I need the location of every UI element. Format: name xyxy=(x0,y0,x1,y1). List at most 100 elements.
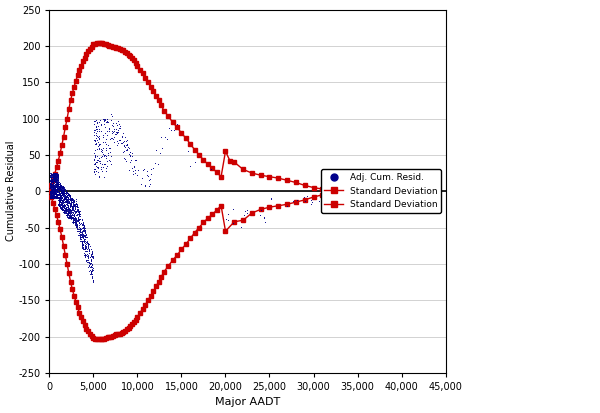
Point xyxy=(58,200,67,207)
Point xyxy=(53,172,63,179)
Point xyxy=(56,193,65,199)
Point xyxy=(59,185,68,191)
Point xyxy=(94,173,104,180)
Point xyxy=(73,212,82,219)
Point xyxy=(74,216,83,222)
Point xyxy=(49,194,59,201)
Point xyxy=(56,186,65,192)
Point xyxy=(47,178,56,185)
Point xyxy=(82,234,91,240)
Point xyxy=(57,191,67,197)
Point xyxy=(72,204,82,210)
Point xyxy=(52,189,61,195)
Point xyxy=(50,176,60,183)
Point xyxy=(68,209,78,215)
Point xyxy=(173,121,182,128)
Point xyxy=(70,216,80,223)
Point xyxy=(55,200,64,206)
Point xyxy=(54,203,64,209)
Point xyxy=(58,189,68,195)
Point xyxy=(47,172,56,178)
Point xyxy=(62,189,71,195)
Point xyxy=(98,116,107,122)
Point xyxy=(75,215,85,222)
Point xyxy=(110,126,119,133)
Point xyxy=(54,190,64,196)
Point xyxy=(75,234,85,240)
Point xyxy=(56,206,66,212)
Point xyxy=(49,186,58,192)
Point xyxy=(90,160,100,167)
Point xyxy=(54,197,64,204)
Point xyxy=(57,187,67,194)
Point xyxy=(49,190,59,197)
Point xyxy=(67,211,76,218)
Point xyxy=(91,134,101,141)
Point xyxy=(52,189,62,195)
Point xyxy=(134,166,143,173)
Point xyxy=(48,178,58,184)
Point xyxy=(49,180,58,186)
Point xyxy=(53,193,62,200)
Point xyxy=(47,190,56,196)
Point xyxy=(86,254,95,260)
Point xyxy=(46,182,55,188)
Point xyxy=(61,205,71,211)
Point xyxy=(49,173,59,180)
Point xyxy=(64,191,73,198)
Point xyxy=(65,208,75,215)
Point xyxy=(292,196,301,203)
Point xyxy=(47,187,57,193)
Point xyxy=(46,170,56,177)
Point xyxy=(118,139,128,145)
Point xyxy=(101,168,111,174)
Point xyxy=(62,212,72,218)
Point xyxy=(70,206,80,212)
Point xyxy=(60,194,70,200)
Point xyxy=(46,194,55,201)
Point xyxy=(52,195,61,202)
Point xyxy=(55,197,64,204)
Point xyxy=(74,228,84,235)
Point xyxy=(45,182,55,189)
Point xyxy=(48,194,58,200)
Point xyxy=(77,230,87,237)
Point xyxy=(74,209,83,216)
Point xyxy=(62,206,71,212)
Point xyxy=(71,208,80,214)
Point xyxy=(56,184,65,191)
Point xyxy=(69,213,79,220)
Point xyxy=(51,178,61,185)
Point xyxy=(47,187,56,193)
Point xyxy=(94,164,103,171)
Point xyxy=(89,167,99,174)
Point xyxy=(91,123,101,130)
Point xyxy=(58,184,67,191)
Point xyxy=(62,211,71,218)
Point xyxy=(46,171,56,177)
Point xyxy=(75,211,85,218)
Point xyxy=(101,147,111,154)
Point xyxy=(54,186,64,193)
Point xyxy=(50,187,60,193)
Point xyxy=(53,172,62,178)
Point xyxy=(59,203,68,209)
Point xyxy=(71,219,81,226)
Point xyxy=(49,192,58,199)
Point xyxy=(78,244,88,251)
Point xyxy=(62,190,72,197)
Point xyxy=(56,181,65,188)
Point xyxy=(46,178,56,185)
Point xyxy=(62,193,72,200)
Point xyxy=(55,187,64,193)
Point xyxy=(112,130,121,137)
Point xyxy=(56,202,66,209)
Point xyxy=(62,191,71,198)
Point xyxy=(86,270,96,276)
Point xyxy=(82,248,92,254)
Point xyxy=(55,194,65,201)
Point xyxy=(73,201,82,208)
Point xyxy=(65,203,74,210)
Point xyxy=(63,204,73,211)
Point xyxy=(52,184,62,190)
